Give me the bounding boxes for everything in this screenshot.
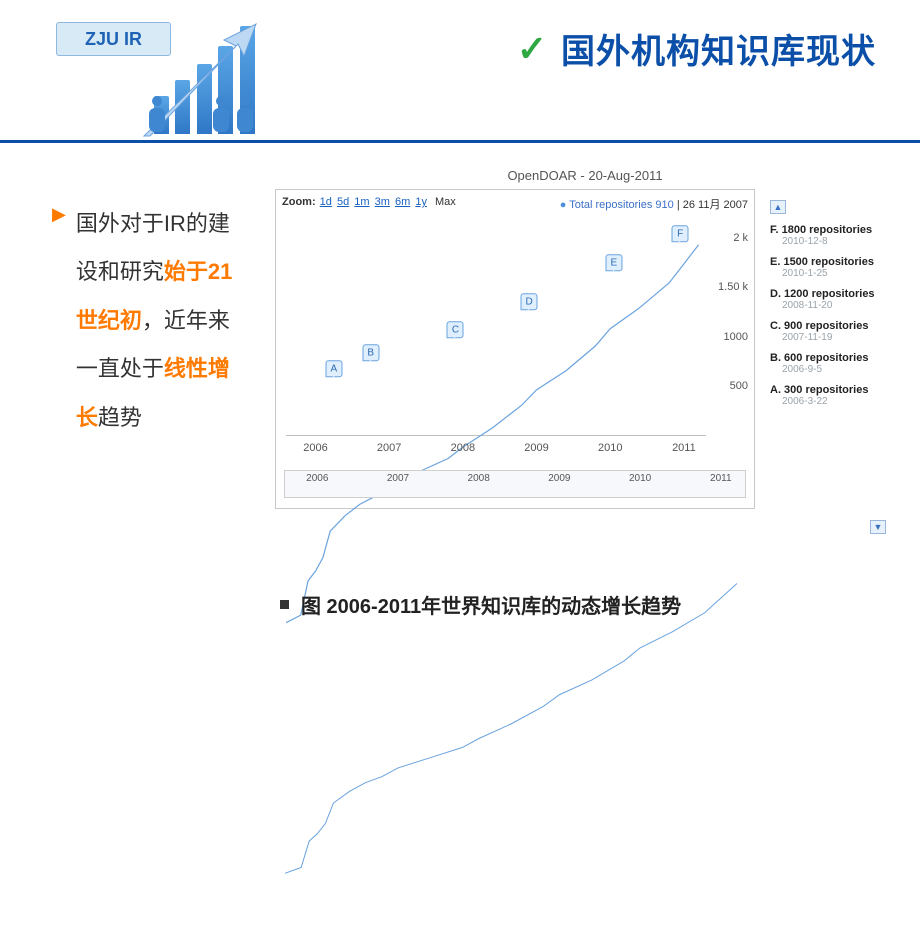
x-axis-labels: 2006 2007 2008 2009 2010 2011 bbox=[286, 442, 706, 460]
x-tick: 2011 bbox=[672, 442, 696, 454]
legend-down-icon: ▼ bbox=[870, 520, 886, 534]
x-tick: 2009 bbox=[524, 442, 548, 454]
mini-x-tick: 2007 bbox=[387, 473, 409, 484]
check-icon: ✓ bbox=[517, 28, 547, 70]
x-tick: 2010 bbox=[598, 442, 622, 454]
x-tick: 2007 bbox=[377, 442, 401, 454]
legend-item: E. 1500 repositories2010-1-25 bbox=[770, 256, 900, 279]
body-paragraph: 国外对于IR的建设和研究始于21世纪初，近年来一直处于线性增长趋势 bbox=[76, 200, 242, 442]
chart-marker-C: C bbox=[447, 322, 464, 339]
header-divider bbox=[0, 140, 920, 143]
zoom-option-1m[interactable]: 1m bbox=[354, 196, 369, 208]
mini-x-tick: 2006 bbox=[306, 473, 328, 484]
zoom-option-5d[interactable]: 5d bbox=[337, 196, 349, 208]
figure-caption: 图 2006-2011年世界知识库的动态增长趋势 bbox=[280, 590, 681, 619]
body-text-block: ▶ 国外对于IR的建设和研究始于21世纪初，近年来一直处于线性增长趋势 bbox=[52, 200, 242, 442]
zoom-links: Zoom: 1d 5d 1m 3m 6m 1y Max bbox=[282, 196, 456, 212]
chart-status: ● Total repositories 910 | 26 11月 2007 bbox=[560, 196, 748, 212]
zoom-option-3m[interactable]: 3m bbox=[375, 196, 390, 208]
y-tick: 500 bbox=[730, 380, 748, 392]
x-tick: 2008 bbox=[451, 442, 475, 454]
chart-marker-B: B bbox=[362, 344, 379, 361]
triangle-bullet-icon: ▶ bbox=[52, 204, 66, 225]
mini-x-tick: 2011 bbox=[710, 473, 732, 484]
chart-title: OpenDOAR - 20-Aug-2011 bbox=[275, 168, 895, 183]
zoom-option-6m[interactable]: 6m bbox=[395, 196, 410, 208]
chart-marker-E: E bbox=[605, 255, 622, 272]
mini-x-tick: 2008 bbox=[468, 473, 490, 484]
zoom-option-1y[interactable]: 1y bbox=[415, 196, 427, 208]
legend-item: F. 1800 repositories2010-12-8 bbox=[770, 224, 900, 247]
chart-box: Zoom: 1d 5d 1m 3m 6m 1y Max ● Total repo… bbox=[275, 189, 755, 509]
x-tick: 2006 bbox=[303, 442, 327, 454]
zoom-bar: Zoom: 1d 5d 1m 3m 6m 1y Max ● Total repo… bbox=[282, 196, 748, 212]
chart-marker-F: F bbox=[672, 225, 689, 242]
chart-marker-A: A bbox=[325, 360, 342, 377]
slide-title: 国外机构知识库现状 bbox=[561, 24, 876, 73]
zoom-option-1d[interactable]: 1d bbox=[320, 196, 332, 208]
y-tick: 1000 bbox=[724, 331, 748, 343]
legend-item: D. 1200 repositories2008-11-20 bbox=[770, 288, 900, 311]
mini-x-tick: 2009 bbox=[548, 473, 570, 484]
square-bullet-icon bbox=[280, 600, 289, 609]
chart-marker-D: D bbox=[521, 293, 538, 310]
legend-item: C. 900 repositories2007-11-19 bbox=[770, 320, 900, 343]
mini-x-tick: 2010 bbox=[629, 473, 651, 484]
y-axis-labels: 2 k 1.50 k 1000 500 bbox=[710, 218, 750, 436]
legend-item: B. 600 repositories2006-9-5 bbox=[770, 352, 900, 375]
y-tick: 2 k bbox=[733, 232, 748, 244]
slide-title-area: ✓ 国外机构知识库现状 bbox=[517, 24, 876, 73]
chart-legend: ▲ F. 1800 repositories2010-12-8 E. 1500 r… bbox=[770, 200, 900, 416]
legend-up-icon: ▲ bbox=[770, 200, 786, 214]
legend-item: A. 300 repositories2006-3-22 bbox=[770, 384, 900, 407]
header-decoration bbox=[140, 10, 290, 140]
y-tick: 1.50 k bbox=[718, 281, 748, 293]
mini-timeline: 2006 2007 2008 2009 2010 2011 bbox=[284, 470, 746, 498]
plot-region: A B C D E F bbox=[286, 218, 706, 436]
